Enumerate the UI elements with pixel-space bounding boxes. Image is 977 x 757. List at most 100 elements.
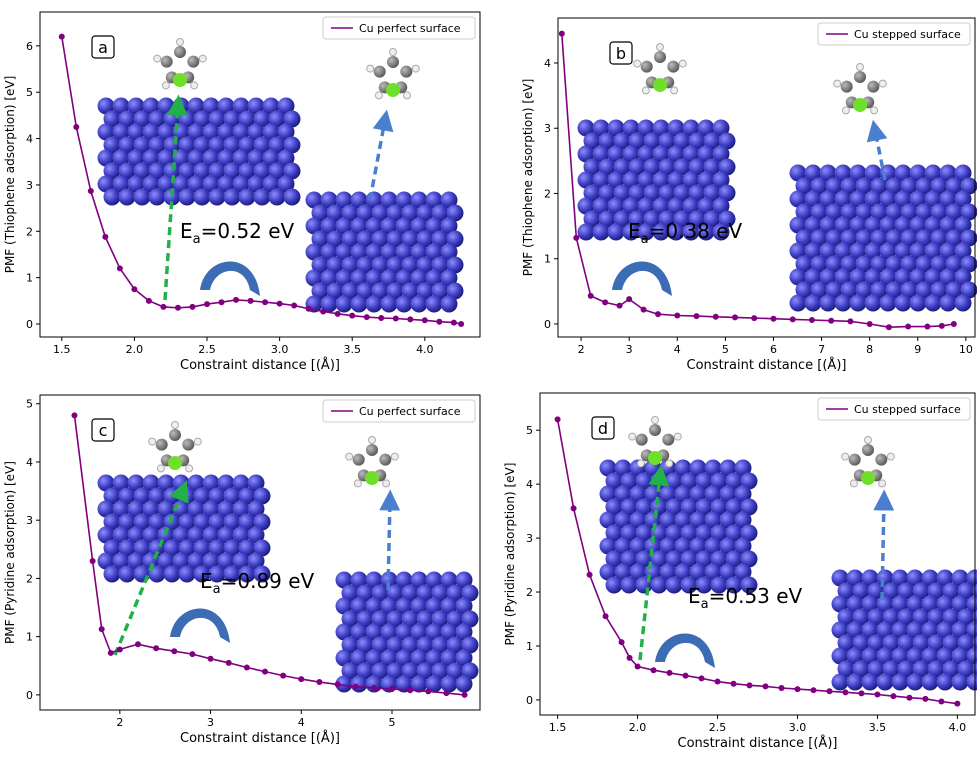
molecule-image: [634, 44, 687, 94]
surface-atom: [104, 189, 121, 206]
x-tick-label: 5: [722, 343, 729, 356]
pmf-point: [715, 679, 721, 685]
hetero-atom: [168, 456, 182, 470]
surface-atom: [865, 295, 882, 312]
x-axis-label: Constraint distance [(Å)]: [180, 357, 340, 373]
hydrogen-atom: [634, 60, 641, 67]
hydrogen-atom: [879, 480, 886, 487]
pmf-point: [425, 688, 431, 694]
molecule-atom: [862, 444, 874, 456]
pmf-point: [298, 676, 304, 682]
y-tick-label: 2: [26, 572, 33, 585]
pmf-point: [233, 297, 239, 303]
hydrogen-atom: [186, 465, 193, 472]
molecule-image: [154, 39, 207, 89]
x-tick-label: 3: [207, 716, 214, 729]
y-tick-label: 3: [26, 514, 33, 527]
pmf-point: [219, 299, 225, 305]
y-tick-label: 3: [26, 179, 33, 192]
pmf-point: [809, 317, 815, 323]
panel-label: c: [99, 421, 108, 440]
molecule-atom: [400, 66, 412, 78]
x-tick-label: 4.0: [416, 343, 434, 356]
pmf-point: [306, 306, 312, 312]
arrow-blue: [388, 500, 390, 590]
hydrogen-atom: [154, 55, 161, 62]
pmf-point: [108, 650, 114, 656]
hydrogen-atom: [404, 92, 411, 99]
hydrogen-atom: [346, 453, 353, 460]
hydrogen-atom: [157, 465, 164, 472]
pmf-point: [436, 319, 442, 325]
molecule-atom: [374, 66, 386, 78]
y-tick-label: 1: [526, 640, 533, 653]
x-tick-label: 5: [389, 716, 396, 729]
x-tick-label: 3.0: [271, 343, 289, 356]
y-tick-label: 4: [26, 456, 33, 469]
hydrogen-atom: [199, 55, 206, 62]
pmf-point: [407, 687, 413, 693]
hetero-atom: [861, 471, 875, 485]
x-tick-label: 3: [626, 343, 633, 356]
pmf-point: [117, 265, 123, 271]
pmf-point: [906, 695, 912, 701]
pmf-point: [826, 688, 832, 694]
molecule-image: [842, 437, 895, 487]
surface-atom: [820, 295, 837, 312]
pmf-point: [364, 314, 370, 320]
annotation-rest: =0.53 eV: [709, 584, 803, 608]
hydrogen-atom: [679, 60, 686, 67]
hydrogen-atom: [865, 437, 872, 444]
pmf-point: [90, 558, 96, 564]
curved-arrow: [612, 262, 672, 297]
x-tick-label: 1.5: [549, 721, 567, 734]
surface-atom: [351, 676, 368, 693]
surface-atom: [877, 674, 894, 691]
surface-atom: [895, 295, 912, 312]
annotation-main: E: [688, 584, 701, 608]
curved-arrow: [655, 634, 715, 669]
molecule-atom: [353, 454, 365, 466]
pmf-point: [349, 313, 355, 319]
hydrogen-atom: [177, 39, 184, 46]
pmf-point: [99, 626, 105, 632]
y-tick-label: 5: [26, 398, 33, 411]
pmf-point: [171, 648, 177, 654]
pmf-point: [939, 323, 945, 329]
pmf-point: [393, 315, 399, 321]
hydrogen-atom: [375, 92, 382, 99]
pmf-point: [280, 673, 286, 679]
molecule-atom: [187, 56, 199, 68]
surface-atom: [284, 189, 301, 206]
pmf-point: [951, 321, 957, 327]
hetero-atom: [173, 73, 187, 87]
pmf-point: [732, 314, 738, 320]
pmf-point: [422, 317, 428, 323]
hydrogen-atom: [162, 82, 169, 89]
y-tick-label: 0: [26, 689, 33, 702]
hydrogen-atom: [879, 80, 886, 87]
pmf-point: [571, 505, 577, 511]
pmf-point: [573, 235, 579, 241]
x-tick-label: 3.5: [869, 721, 887, 734]
hetero-atom: [648, 451, 662, 465]
y-tick-label: 1: [544, 253, 551, 266]
hydrogen-atom: [149, 438, 156, 445]
molecule-atom: [156, 439, 168, 451]
pmf-point: [713, 314, 719, 320]
pmf-point: [810, 687, 816, 693]
pmf-point: [291, 302, 297, 308]
x-axis-label: Constraint distance [(Å)]: [180, 730, 340, 746]
pmf-point: [683, 673, 689, 679]
x-tick-label: 4.0: [949, 721, 967, 734]
pmf-point: [751, 315, 757, 321]
pmf-point: [244, 664, 250, 670]
hydrogen-atom: [194, 438, 201, 445]
pmf-point: [389, 686, 395, 692]
hydrogen-atom: [871, 107, 878, 114]
pmf-point: [667, 670, 673, 676]
surface-atom: [593, 224, 610, 241]
x-tick-label: 2: [116, 716, 123, 729]
pmf-point: [762, 683, 768, 689]
surface-atom: [835, 295, 852, 312]
